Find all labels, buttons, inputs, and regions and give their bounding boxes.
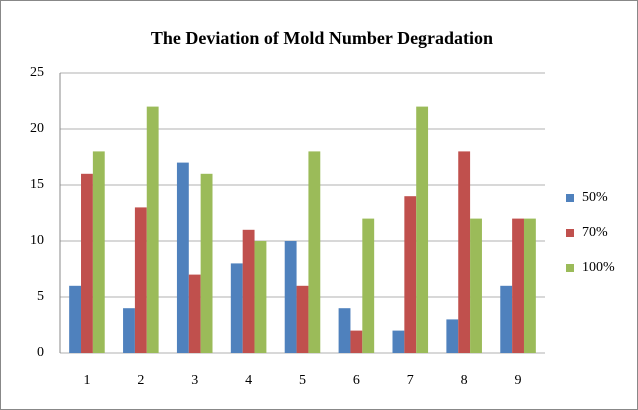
y-tick-label: 25 (30, 65, 44, 80)
legend-swatch (566, 264, 574, 272)
bar (470, 218, 482, 353)
bar (176, 162, 189, 353)
bar (500, 285, 513, 353)
bar (200, 173, 213, 353)
x-tick-label: 5 (299, 373, 306, 388)
bar (254, 241, 267, 353)
bar (296, 285, 309, 353)
y-tick-label: 20 (30, 121, 44, 136)
bar (404, 196, 417, 353)
bar (350, 330, 363, 353)
bar (446, 319, 459, 353)
bar (523, 218, 536, 353)
bar (416, 106, 429, 353)
bar (188, 274, 201, 353)
bar (362, 218, 375, 353)
y-tick-label: 10 (30, 233, 44, 248)
bar (134, 207, 147, 353)
bar (458, 151, 471, 353)
x-tick-label: 6 (353, 373, 360, 388)
bar (392, 330, 405, 353)
bar (512, 218, 524, 353)
bar (338, 308, 351, 353)
bar (146, 106, 159, 353)
legend-label: 100% (582, 260, 615, 275)
y-tick-label: 5 (37, 289, 44, 304)
legend-swatch (566, 194, 574, 202)
legend-label: 50% (582, 190, 608, 205)
x-tick-label: 2 (137, 373, 144, 388)
x-tick-label: 4 (245, 373, 252, 388)
bar (123, 308, 135, 353)
chart-title: The Deviation of Mold Number Degradation (151, 28, 493, 48)
bar (308, 151, 321, 353)
x-tick-label: 7 (407, 373, 414, 388)
x-tick-label: 8 (461, 373, 468, 388)
bar (242, 229, 255, 353)
x-tick-label: 3 (191, 373, 198, 388)
bar (230, 263, 243, 353)
x-tick-label: 9 (515, 373, 522, 388)
bar (69, 285, 82, 353)
y-tick-label: 0 (37, 345, 44, 360)
x-tick-label: 1 (83, 373, 90, 388)
legend-swatch (566, 229, 574, 237)
bar (92, 151, 105, 353)
bar (284, 241, 297, 353)
y-tick-label: 15 (30, 177, 44, 192)
bar (81, 173, 93, 353)
legend-label: 70% (582, 225, 608, 240)
